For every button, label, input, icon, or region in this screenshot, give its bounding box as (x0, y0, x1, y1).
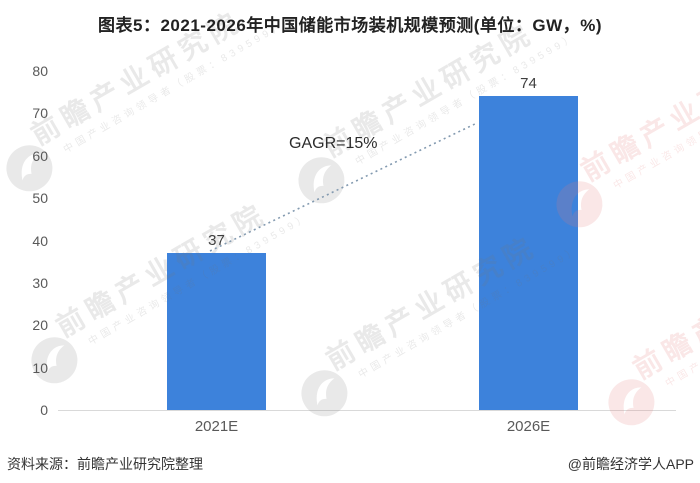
y-axis-tick-label: 80 (32, 63, 48, 79)
x-axis-line (58, 410, 676, 411)
watermark-small-text: 中国产业咨询领导者（股票：839599） (61, 19, 287, 156)
chart-title: 图表5：2021-2026年中国储能市场装机规模预测(单位：GW，%) (98, 16, 602, 35)
y-axis-tick-label: 60 (32, 147, 48, 164)
bar-2021E (167, 253, 266, 410)
watermark-big-text: 前瞻产业研究院 (627, 239, 700, 385)
y-axis-tick-label: 20 (32, 317, 48, 334)
x-axis-category-label: 2026E (506, 418, 551, 435)
watermark-logo-icon (298, 157, 345, 204)
y-axis-tick-label: 70 (32, 105, 48, 122)
y-axis-tick-label: 0 (40, 402, 48, 418)
y-axis-tick-label: 50 (32, 190, 48, 207)
bar-value-label: 74 (520, 75, 537, 93)
watermark-logo-icon (301, 370, 348, 417)
y-axis-tick-label: 30 (32, 274, 48, 291)
source-note: 资料来源：前瞻产业研究院整理 (7, 456, 203, 472)
y-axis-tick-label: 40 (32, 232, 48, 249)
watermark: 前瞻产业研究院中国产业咨询领导者（股票：839599） (592, 222, 700, 433)
bar-value-label: 37 (208, 232, 225, 250)
watermark-small-text: 中国产业咨询领导者（股票：839599） (611, 55, 700, 192)
bar-2026E (479, 96, 578, 410)
cagr-annotation: GAGR=15% (289, 135, 378, 152)
watermark-small-text: 中国产业咨询领导者（股票：839599） (663, 253, 700, 390)
watermark-big-text: 前瞻产业研究院 (575, 41, 700, 187)
y-axis-tick-label: 10 (32, 359, 48, 376)
watermark-logo-icon (608, 379, 655, 426)
x-axis-category-label: 2021E (194, 418, 239, 435)
credit-note: @前瞻经济学人APP (567, 456, 694, 472)
